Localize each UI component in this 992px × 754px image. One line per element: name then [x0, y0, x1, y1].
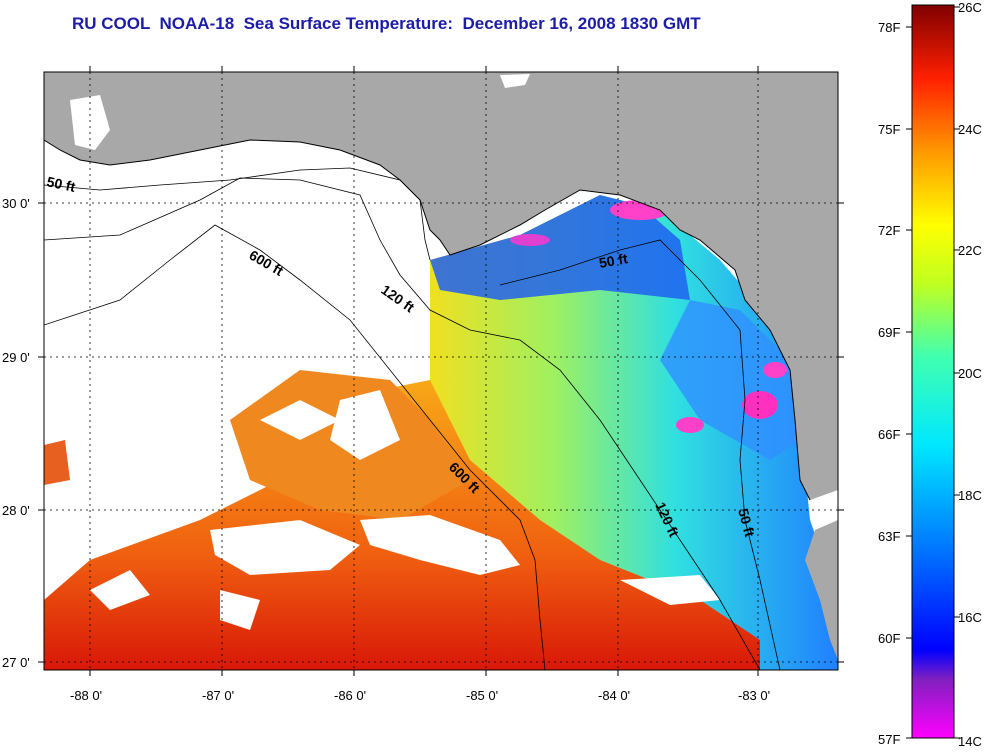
colorbar-ticks	[906, 6, 960, 739]
colorbar-c-label: 14C	[958, 734, 982, 749]
cloud-patch	[260, 400, 340, 440]
colorbar-c-label: 24C	[958, 122, 982, 137]
coastline	[44, 139, 811, 501]
bay	[500, 74, 530, 88]
cold-patch	[510, 234, 550, 246]
colorbar-f-label: 66F	[878, 427, 900, 442]
colorbar-f-label: 57F	[878, 732, 900, 747]
lat-tick-label: 29 0'	[2, 350, 30, 365]
lat-tick-label: 30 0'	[2, 196, 30, 211]
map-plot-area	[44, 72, 838, 670]
contour-50ft-west	[44, 167, 431, 261]
cloud-patch	[620, 575, 720, 605]
lat-tick-label: 28 0'	[2, 503, 30, 518]
contour-label: 50 ft	[598, 250, 629, 271]
lon-tick-label: -83 0'	[738, 688, 770, 703]
warm-patch	[44, 440, 70, 485]
colorbar-f-label: 72F	[878, 223, 900, 238]
colorbar-c-label: 22C	[958, 243, 982, 258]
land-mass	[805, 520, 838, 660]
colorbar-f-label: 75F	[878, 122, 900, 137]
colorbar	[911, 4, 955, 739]
lon-tick-label: -88 0'	[70, 688, 102, 703]
map-title: RU COOL NOAA-18 Sea Surface Temperature:…	[72, 14, 701, 33]
lon-tick-label: -87 0'	[202, 688, 234, 703]
lon-tick-label: -84 0'	[598, 688, 630, 703]
colorbar-f-label: 78F	[878, 20, 900, 35]
lat-tick-label: 27 0'	[2, 655, 30, 670]
lon-tick-label: -85 0'	[466, 688, 498, 703]
colorbar-c-label: 20C	[958, 366, 982, 381]
colorbar-c-label: 16C	[958, 610, 982, 625]
contour-50ft-east	[499, 239, 781, 670]
cold-coastal-band	[430, 195, 690, 300]
contour-label: 50 ft	[735, 507, 758, 539]
cold-patch	[763, 362, 787, 378]
cold-patch	[676, 417, 704, 433]
colorbar-c-label: 26C	[958, 0, 982, 15]
colorbar-c-label: 18C	[958, 488, 982, 503]
plot-frame	[43, 71, 839, 671]
cloud-patch	[210, 520, 360, 575]
cloud-patch	[90, 570, 150, 610]
contour-600ft	[44, 224, 546, 670]
cloud-patch	[360, 515, 520, 575]
colorbar-f-label: 69F	[878, 325, 900, 340]
axis-ticks	[38, 66, 844, 676]
contour-120ft	[44, 177, 761, 670]
land-mass	[44, 72, 838, 500]
cloud-patch	[330, 390, 400, 460]
lat-lon-grid	[44, 72, 838, 670]
cold-shelf-band	[660, 300, 800, 460]
colorbar-f-label: 60F	[878, 631, 900, 646]
bay	[70, 95, 110, 150]
lon-tick-label: -86 0'	[334, 688, 366, 703]
colorbar-f-label: 63F	[878, 529, 900, 544]
cold-patch	[742, 391, 778, 419]
contour-label: 50 ft	[45, 173, 77, 195]
cloud-patch	[220, 590, 260, 630]
